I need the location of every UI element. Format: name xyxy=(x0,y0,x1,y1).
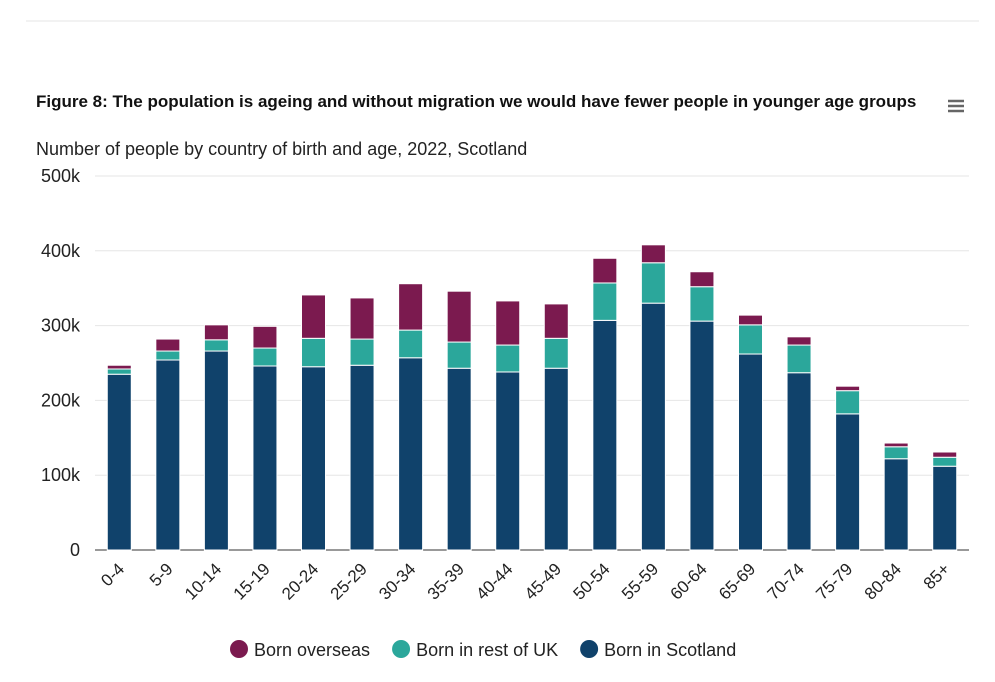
y-tick-label: 0 xyxy=(70,540,80,560)
bar-segment xyxy=(640,244,666,264)
bar-segment xyxy=(106,368,132,375)
x-tick-label: 30-34 xyxy=(375,559,419,603)
y-tick-label: 400k xyxy=(41,241,81,261)
legend-label: Born in rest of UK xyxy=(416,640,558,660)
x-tick-label: 40-44 xyxy=(472,559,516,603)
bar-segment xyxy=(835,390,861,415)
x-tick-label: 15-19 xyxy=(230,559,274,603)
legend-label: Born in Scotland xyxy=(604,640,736,660)
bar-segment xyxy=(155,359,181,551)
bar-segment xyxy=(932,451,958,458)
bar-segment xyxy=(592,257,618,284)
chart-subtitle: Number of people by country of birth and… xyxy=(36,139,528,159)
bar-segment xyxy=(106,364,132,370)
bar-segment xyxy=(738,314,763,326)
x-tick-label: 20-24 xyxy=(278,559,322,603)
bar-segment xyxy=(301,366,326,551)
x-tick-label: 45-49 xyxy=(521,559,565,603)
bar-segment xyxy=(883,458,909,551)
bar-segment xyxy=(543,303,569,339)
menu-icon[interactable] xyxy=(948,99,964,113)
x-tick-label: 10-14 xyxy=(181,559,225,603)
bar-segment xyxy=(835,413,861,551)
bar-segment xyxy=(495,344,521,373)
bar-segment xyxy=(835,385,861,392)
x-tick-label: 55-59 xyxy=(618,559,662,603)
bar-segment xyxy=(786,336,812,346)
bar-segment xyxy=(689,320,715,551)
bar-segment xyxy=(738,324,763,355)
bar-segment xyxy=(883,446,909,460)
x-tick-label: 35-39 xyxy=(424,559,468,603)
bar-segment xyxy=(932,465,958,551)
x-tick-label: 75-79 xyxy=(812,559,856,603)
bar-segment xyxy=(738,353,763,551)
legend-item[interactable]: Born overseas xyxy=(230,640,370,660)
bar-segment xyxy=(640,302,666,551)
x-tick-label: 60-64 xyxy=(667,559,711,603)
x-tick-label: 0-4 xyxy=(97,559,128,590)
bar-segment xyxy=(203,324,229,341)
bar-segment xyxy=(446,367,472,551)
bar-segment xyxy=(543,367,569,551)
legend-label: Born overseas xyxy=(254,640,370,660)
legend-item[interactable]: Born in rest of UK xyxy=(392,640,558,660)
bar-segment xyxy=(252,347,278,367)
bar-segment xyxy=(203,339,229,352)
bar-segment xyxy=(398,329,424,359)
bar-segment xyxy=(592,319,618,551)
bar-segment xyxy=(349,338,375,366)
bar-segment xyxy=(155,350,181,361)
bar-segment xyxy=(932,456,958,467)
x-tick-label: 65-69 xyxy=(715,559,759,603)
x-tick-label: 80-84 xyxy=(861,559,905,603)
legend-marker xyxy=(392,640,411,658)
y-tick-label: 300k xyxy=(41,316,81,336)
bar-segment xyxy=(883,442,909,448)
bar-segment xyxy=(446,290,472,343)
x-tick-label: 85+ xyxy=(920,559,954,593)
bar-segment xyxy=(689,286,715,322)
legend-marker xyxy=(230,640,248,658)
x-tick-label: 5-9 xyxy=(146,559,177,590)
bar-segment xyxy=(203,350,229,551)
x-tick-label: 70-74 xyxy=(764,559,808,603)
chart-title: Figure 8: The population is ageing and w… xyxy=(36,92,917,111)
x-tick-label: 25-29 xyxy=(327,559,371,603)
bar-segment xyxy=(640,262,666,304)
bar-segment xyxy=(349,364,375,551)
bar-segment xyxy=(543,337,569,369)
legend-marker xyxy=(580,640,599,658)
y-tick-label: 100k xyxy=(41,465,81,485)
bar-segment xyxy=(349,297,375,340)
bar-segment xyxy=(155,338,181,352)
bar-segment xyxy=(252,325,278,349)
x-tick-label: 50-54 xyxy=(569,559,613,603)
bar-segment xyxy=(495,300,521,346)
y-tick-label: 200k xyxy=(41,390,81,410)
y-tick-label: 500k xyxy=(41,166,81,186)
bar-segment xyxy=(301,294,326,339)
bar-segment xyxy=(689,271,715,288)
bar-segment xyxy=(398,283,424,331)
bar-segment xyxy=(301,337,326,368)
bar-segment xyxy=(398,357,424,551)
bar-segment xyxy=(786,372,812,551)
bar-segment xyxy=(252,365,278,551)
bar-segment xyxy=(106,373,132,551)
bar-segment xyxy=(592,282,618,321)
legend-item[interactable]: Born in Scotland xyxy=(580,640,736,660)
bar-segment xyxy=(495,371,521,551)
bar-segment xyxy=(446,341,472,369)
bar-segment xyxy=(786,344,812,374)
